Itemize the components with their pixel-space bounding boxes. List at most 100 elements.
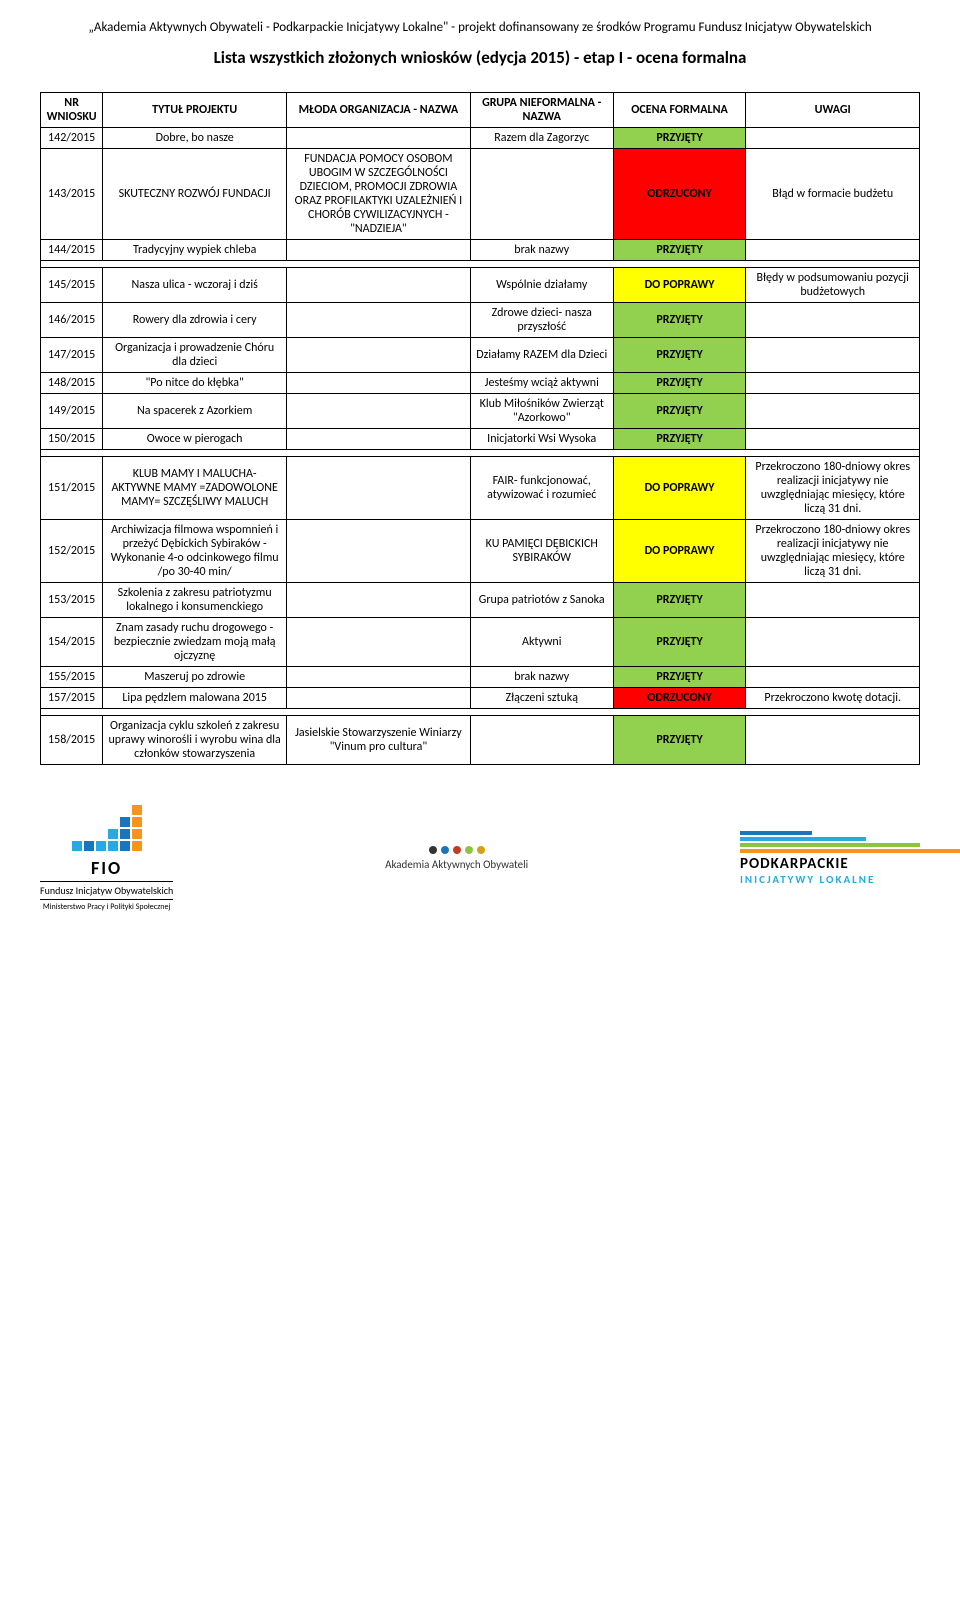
- cell: Owoce w pierogach: [103, 429, 287, 450]
- logo-fio: FIO Fundusz Inicjatyw Obywatelskich Mini…: [40, 805, 173, 912]
- col-status: OCENA FORMALNA: [613, 93, 746, 128]
- cell: SKUTECZNY ROZWÓJ FUNDACJI: [103, 149, 287, 240]
- table-row: 143/2015SKUTECZNY ROZWÓJ FUNDACJIFUNDACJ…: [41, 149, 920, 240]
- status-cell: PRZYJĘTY: [613, 716, 746, 765]
- table-row: 150/2015Owoce w pierogach Inicjatorki Wsi…: [41, 429, 920, 450]
- cell: Na spacerek z Azorkiem: [103, 394, 287, 429]
- status-cell: PRZYJĘTY: [613, 667, 746, 688]
- table-row: 154/2015Znam zasady ruchu drogowego - be…: [41, 618, 920, 667]
- cell: Organizacja cyklu szkoleń z zakresu upra…: [103, 716, 287, 765]
- logo-podkarpackie-line1: PODKARPACKIE: [740, 855, 849, 873]
- cell: 151/2015: [41, 457, 103, 520]
- status-cell: PRZYJĘTY: [613, 583, 746, 618]
- notes-cell: Błąd w formacie budżetu: [746, 149, 920, 240]
- logo-akademia: Akademia Aktywnych Obywateli: [385, 846, 528, 871]
- table-body-2: 145/2015Nasza ulica - wczoraj i dziśWspó…: [41, 268, 920, 450]
- notes-cell: [746, 338, 920, 373]
- table-row: 149/2015Na spacerek z AzorkiemKlub Miłoś…: [41, 394, 920, 429]
- cell: Wspólnie działamy: [470, 268, 613, 303]
- col-org: MŁODA ORGANIZACJA - NAZWA: [287, 93, 471, 128]
- cell: 155/2015: [41, 667, 103, 688]
- cell: [287, 128, 471, 149]
- logo-podkarpackie: PODKARPACKIE INICJATYWY LOKALNE: [740, 831, 920, 886]
- notes-cell: Przekroczono kwotę dotacji.: [746, 688, 920, 709]
- table-row: 157/2015Lipa pędzlem malowana 2015Złącze…: [41, 688, 920, 709]
- table-row: 142/2015Dobre, bo naszeRazem dla Zagorzy…: [41, 128, 920, 149]
- cell: KU PAMIĘCI DĘBICKICH SYBIRAKÓW: [470, 520, 613, 583]
- cell: 150/2015: [41, 429, 103, 450]
- status-cell: ODRZUCONY: [613, 149, 746, 240]
- col-group: GRUPA NIEFORMALNA - NAZWA: [470, 93, 613, 128]
- cell: 152/2015: [41, 520, 103, 583]
- cell: Archiwizacja filmowa wspomnień i przeżyć…: [103, 520, 287, 583]
- cell: 154/2015: [41, 618, 103, 667]
- col-nr: NR WNIOSKU: [41, 93, 103, 128]
- cell: Jasielskie Stowarzyszenie Winiarzy "Vinu…: [287, 716, 471, 765]
- logo-podkarpackie-line2: INICJATYWY LOKALNE: [740, 873, 875, 886]
- cell: Tradycyjny wypiek chleba: [103, 240, 287, 261]
- cell: [287, 394, 471, 429]
- cell: Złączeni sztuką: [470, 688, 613, 709]
- cell: 144/2015: [41, 240, 103, 261]
- cell: Rowery dla zdrowia i cery: [103, 303, 287, 338]
- cell: 158/2015: [41, 716, 103, 765]
- status-cell: PRZYJĘTY: [613, 303, 746, 338]
- page-title: Lista wszystkich złożonych wniosków (edy…: [40, 47, 920, 68]
- status-cell: PRZYJĘTY: [613, 618, 746, 667]
- notes-cell: [746, 394, 920, 429]
- cell: [287, 268, 471, 303]
- cell: [287, 583, 471, 618]
- status-cell: DO POPRAWY: [613, 457, 746, 520]
- status-cell: PRZYJĘTY: [613, 394, 746, 429]
- notes-cell: [746, 303, 920, 338]
- cell: brak nazwy: [470, 667, 613, 688]
- cell: 147/2015: [41, 338, 103, 373]
- logo-fio-sub: Fundusz Inicjatyw Obywatelskich: [40, 881, 173, 900]
- cell: Grupa patriotów z Sanoka: [470, 583, 613, 618]
- cell: [470, 149, 613, 240]
- table-row: 144/2015Tradycyjny wypiek chlebabrak naz…: [41, 240, 920, 261]
- cell: 142/2015: [41, 128, 103, 149]
- cell: Zdrowe dzieci- nasza przyszłość: [470, 303, 613, 338]
- logo-fio-title: FIO: [91, 857, 122, 879]
- table-row: 148/2015"Po nitce do kłębka"Jesteśmy wci…: [41, 373, 920, 394]
- table-body-3: 151/2015KLUB MAMY I MALUCHA- AKTYWNE MAM…: [41, 457, 920, 709]
- cell: [287, 429, 471, 450]
- table-row: 155/2015Maszeruj po zdrowiebrak nazwyPRZ…: [41, 667, 920, 688]
- table-row: 145/2015Nasza ulica - wczoraj i dziśWspó…: [41, 268, 920, 303]
- cell: [287, 520, 471, 583]
- cell: KLUB MAMY I MALUCHA- AKTYWNE MAMY =ZADOW…: [103, 457, 287, 520]
- cell: Inicjatorki Wsi Wysoka: [470, 429, 613, 450]
- table-row: 147/2015Organizacja i prowadzenie Chóru …: [41, 338, 920, 373]
- status-cell: ODRZUCONY: [613, 688, 746, 709]
- notes-cell: [746, 373, 920, 394]
- cell: [470, 716, 613, 765]
- status-cell: PRZYJĘTY: [613, 128, 746, 149]
- table-row: 153/2015Szkolenia z zakresu patriotyzmu …: [41, 583, 920, 618]
- cell: Aktywni: [470, 618, 613, 667]
- status-cell: DO POPRAWY: [613, 268, 746, 303]
- cell: Działamy RAZEM dla Dzieci: [470, 338, 613, 373]
- cell: "Po nitce do kłębka": [103, 373, 287, 394]
- cell: Lipa pędzlem malowana 2015: [103, 688, 287, 709]
- cell: [287, 618, 471, 667]
- applications-table: NR WNIOSKU TYTUŁ PROJEKTU MŁODA ORGANIZA…: [40, 92, 920, 765]
- cell: Nasza ulica - wczoraj i dziś: [103, 268, 287, 303]
- col-notes: UWAGI: [746, 93, 920, 128]
- cell: 149/2015: [41, 394, 103, 429]
- cell: Organizacja i prowadzenie Chóru dla dzie…: [103, 338, 287, 373]
- table-body-1: 142/2015Dobre, bo naszeRazem dla Zagorzy…: [41, 128, 920, 261]
- cell: [287, 303, 471, 338]
- table-row: 151/2015KLUB MAMY I MALUCHA- AKTYWNE MAM…: [41, 457, 920, 520]
- status-cell: PRZYJĘTY: [613, 373, 746, 394]
- status-cell: DO POPRAWY: [613, 520, 746, 583]
- cell: 146/2015: [41, 303, 103, 338]
- notes-cell: [746, 583, 920, 618]
- cell: Szkolenia z zakresu patriotyzmu lokalneg…: [103, 583, 287, 618]
- cell: [287, 373, 471, 394]
- notes-cell: [746, 240, 920, 261]
- table-row: 158/2015Organizacja cyklu szkoleń z zakr…: [41, 716, 920, 765]
- cell: [287, 338, 471, 373]
- status-cell: PRZYJĘTY: [613, 338, 746, 373]
- status-cell: PRZYJĘTY: [613, 429, 746, 450]
